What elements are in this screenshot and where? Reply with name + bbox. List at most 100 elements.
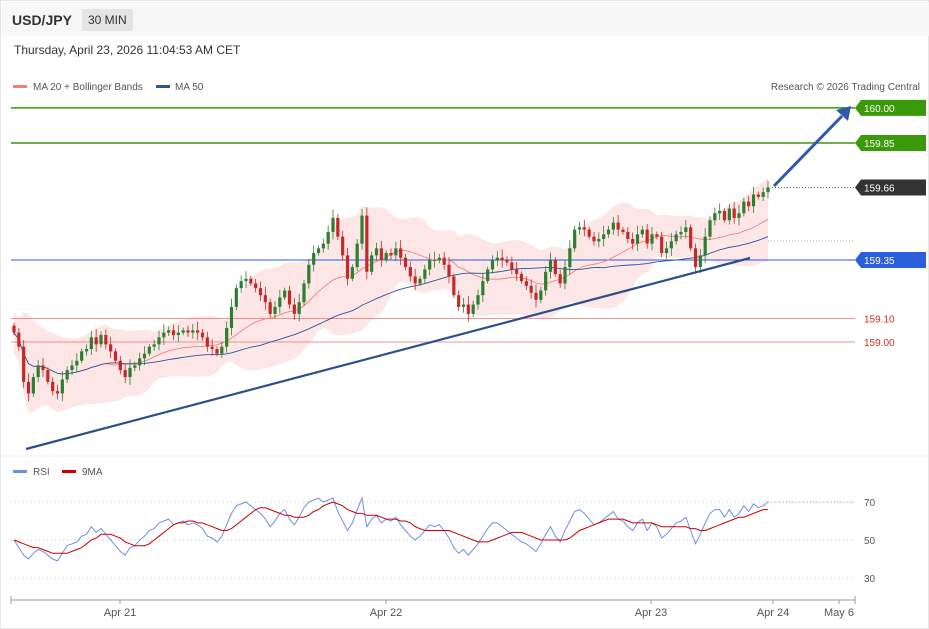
- candle: [606, 225, 611, 238]
- candle: [577, 221, 582, 235]
- candle: [94, 328, 98, 352]
- candle: [210, 339, 214, 356]
- candle: [732, 201, 736, 224]
- candle: [355, 238, 359, 272]
- candle: [510, 256, 514, 275]
- candle: [713, 207, 717, 226]
- candle: [621, 226, 625, 235]
- candle: [563, 260, 567, 290]
- candle: [89, 330, 93, 355]
- level-text: 159.10: [864, 315, 895, 326]
- candle: [737, 204, 741, 226]
- candles: [12, 180, 770, 402]
- candle: [307, 259, 311, 289]
- candle: [698, 248, 702, 273]
- level-labels: 160.00 159.85 159.66 159.35 159.10 159.00: [855, 99, 926, 349]
- candle: [287, 285, 292, 309]
- candle: [128, 359, 132, 385]
- candle: [147, 343, 151, 357]
- level-tag-bg: [855, 99, 926, 116]
- candle: [597, 232, 601, 248]
- candle: [437, 253, 441, 264]
- level-tag-bg: [855, 252, 926, 269]
- candle: [505, 256, 509, 266]
- candle: [70, 359, 74, 376]
- candle: [722, 208, 727, 223]
- candle: [138, 352, 142, 371]
- candle: [529, 279, 533, 299]
- rsi-lines: [13, 496, 855, 562]
- candle: [283, 287, 287, 301]
- candle: [350, 264, 354, 282]
- candle: [669, 232, 673, 256]
- candle: [234, 284, 238, 311]
- candle: [718, 203, 722, 220]
- candle: [515, 261, 519, 281]
- candle: [660, 231, 664, 258]
- level-tag-159.10: 159.10: [864, 315, 895, 326]
- candle: [113, 348, 118, 364]
- candle: [12, 322, 16, 336]
- level-tag-159.00: 159.00: [864, 338, 895, 349]
- ma9-legend-label: 9MA: [82, 467, 103, 478]
- trendlines: [25, 106, 851, 451]
- candle: [534, 284, 538, 308]
- candle: [742, 197, 746, 217]
- candle: [244, 271, 248, 288]
- candle: [689, 224, 693, 251]
- level-text: 159.35: [864, 256, 895, 267]
- rsi-legend-label: RSI: [33, 467, 50, 478]
- candle: [258, 281, 263, 302]
- candle: [756, 191, 760, 200]
- candle: [99, 331, 103, 348]
- candle: [539, 286, 543, 304]
- timeframe-badge[interactable]: 30 MIN: [82, 9, 133, 31]
- bollinger-fill: [14, 177, 768, 414]
- candle: [428, 253, 432, 276]
- candle: [486, 266, 490, 284]
- candle: [273, 301, 277, 319]
- x-axis-ticks: Apr 21 Apr 22 Apr 23 Apr 24 May 6: [10, 596, 856, 619]
- x-tick-label: Apr 21: [104, 607, 136, 619]
- candle: [394, 241, 398, 262]
- candle: [553, 257, 557, 277]
- candle: [519, 271, 524, 284]
- candle: [84, 344, 89, 356]
- ma50-legend-label: MA 50: [175, 82, 204, 93]
- candle: [75, 353, 79, 373]
- candle: [442, 252, 446, 270]
- candle: [631, 232, 635, 250]
- candle: [142, 346, 147, 366]
- candle: [186, 325, 190, 337]
- level-text: 160.00: [864, 104, 895, 115]
- candle: [104, 329, 108, 350]
- candle: [664, 241, 669, 259]
- x-tick-label: Apr 23: [635, 607, 667, 619]
- candle: [466, 296, 470, 322]
- candle: [345, 247, 350, 286]
- rsi-line: [13, 496, 769, 562]
- candle: [592, 231, 596, 246]
- timestamp: Thursday, April 23, 2026 11:04:53 AM CET: [14, 43, 241, 57]
- candle: [374, 242, 379, 261]
- candle: [481, 273, 485, 302]
- candle: [26, 373, 31, 402]
- candle: [461, 297, 466, 313]
- forecast-arrow-line: [772, 114, 844, 188]
- candle: [761, 187, 765, 202]
- candle: [22, 340, 26, 388]
- candle: [403, 253, 408, 271]
- candle: [109, 336, 113, 359]
- candle: [60, 371, 64, 402]
- candle: [548, 252, 553, 279]
- candle: [640, 225, 644, 238]
- candle: [389, 248, 393, 260]
- candle: [708, 216, 712, 241]
- candle: [80, 348, 84, 364]
- candle: [751, 187, 756, 213]
- candle: [587, 226, 591, 240]
- level-text: 159.66: [864, 183, 895, 194]
- candle: [205, 331, 209, 352]
- candle: [457, 290, 461, 312]
